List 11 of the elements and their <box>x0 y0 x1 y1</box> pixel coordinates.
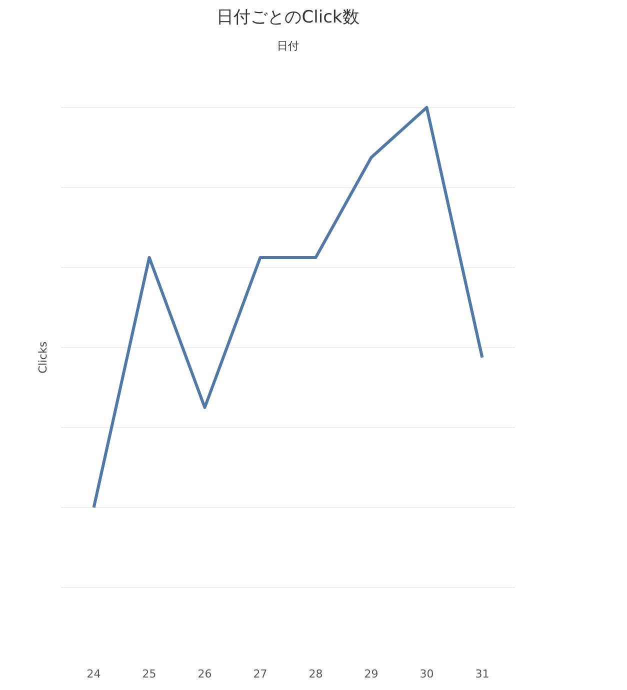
x-tick-label: 26 <box>198 668 212 680</box>
x-tick-label: 27 <box>253 668 268 680</box>
x-tick-label: 24 <box>86 668 101 680</box>
x-tick-label: 29 <box>364 668 378 680</box>
y-axis-title: Clicks <box>36 341 50 374</box>
x-tick-label: 25 <box>142 668 156 680</box>
x-tick-label: 30 <box>420 668 434 680</box>
x-tick-label: 28 <box>308 668 323 680</box>
x-axis-title: 日付 <box>277 40 299 52</box>
x-tick-label: 31 <box>475 668 490 680</box>
chart-title: 日付ごとのClick数 <box>216 8 360 28</box>
